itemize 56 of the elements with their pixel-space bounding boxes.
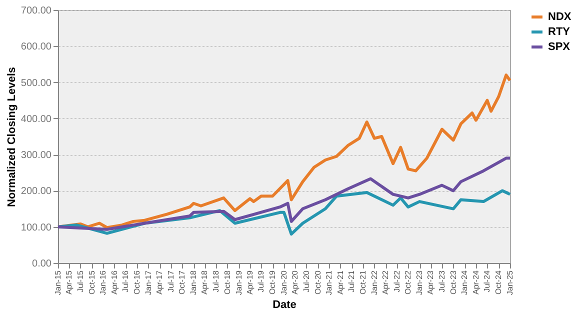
x-tick-label: Jul-22 xyxy=(392,270,402,292)
y-axis-title: Normalized Closing Levels xyxy=(6,67,18,207)
x-tick-label: Jan-22 xyxy=(370,270,379,295)
x-tick-label: Oct-17 xyxy=(178,270,187,295)
x-tick-label: Jul-16 xyxy=(121,270,130,292)
x-tick-label: Jul-24 xyxy=(482,270,492,292)
legend-label: RTY xyxy=(548,26,571,38)
x-tick-label: Jul-15 xyxy=(76,270,85,292)
x-tick-label: Jan-18 xyxy=(189,270,198,295)
legend-label: NDX xyxy=(548,11,572,23)
x-tick-label: Apr-17 xyxy=(155,270,164,295)
x-tick-label: Apr-23 xyxy=(426,270,436,295)
legend-label: SPX xyxy=(548,41,571,53)
y-tick-label: 0.00 xyxy=(32,258,52,270)
x-tick-label: Jan-23 xyxy=(415,270,424,295)
x-tick-label: Jul-20 xyxy=(302,270,311,292)
x-tick-label: Apr-24 xyxy=(471,270,480,295)
y-tick-label: 300.00 xyxy=(20,150,52,162)
x-tick-label: Apr-19 xyxy=(245,270,254,295)
x-tick-label: Oct-20 xyxy=(313,270,322,295)
x-tick-label: Jul-19 xyxy=(256,270,266,292)
y-tick-label: 600.00 xyxy=(20,42,52,53)
x-tick-label: Jan-16 xyxy=(98,270,108,295)
x-tick-label: Jul-17 xyxy=(166,270,176,292)
x-tick-label: Apr-16 xyxy=(110,270,119,295)
y-tick-label: 400.00 xyxy=(20,114,52,125)
x-tick-label: Oct-23 xyxy=(448,270,458,295)
x-tick-label: Jan-19 xyxy=(234,270,244,295)
x-tick-label: Oct-16 xyxy=(132,270,142,295)
x-axis-title: Date xyxy=(272,298,296,311)
x-tick-label: Jan-20 xyxy=(279,270,288,295)
x-tick-label: Jan-24 xyxy=(460,270,470,295)
x-tick-label: Oct-18 xyxy=(222,270,232,295)
x-tick-label: Oct-15 xyxy=(87,270,96,295)
x-tick-label: Jan-25 xyxy=(506,270,514,295)
line-series xyxy=(56,156,512,231)
x-tick-label: Apr-20 xyxy=(290,270,300,295)
x-tick-label: Apr-15 xyxy=(64,270,74,295)
y-tick-label: 100.00 xyxy=(20,222,52,234)
y-tick-label: 700.00 xyxy=(20,6,52,16)
x-tick-label: Jan-17 xyxy=(144,270,153,295)
x-tick-label: Apr-22 xyxy=(381,270,390,295)
x-tick-label: Oct-21 xyxy=(358,270,368,295)
line-series xyxy=(56,74,512,230)
x-tick-label: Jul-21 xyxy=(347,270,356,292)
x-tick-label: Oct-22 xyxy=(404,270,413,295)
x-tick-label: Jul-18 xyxy=(212,270,221,292)
y-tick-label: 500.00 xyxy=(20,78,52,89)
x-tick-label: Jul-23 xyxy=(437,270,446,292)
x-tick-label: Jan-21 xyxy=(324,270,334,295)
x-tick-label: Oct-24 xyxy=(494,270,504,295)
y-tick-label: 200.00 xyxy=(20,186,52,198)
x-tick-label: Jan-15 xyxy=(54,270,62,295)
x-tick-label: Oct-19 xyxy=(268,270,278,295)
x-tick-label: Apr-18 xyxy=(200,270,210,295)
x-tick-label: Apr-21 xyxy=(336,270,345,295)
